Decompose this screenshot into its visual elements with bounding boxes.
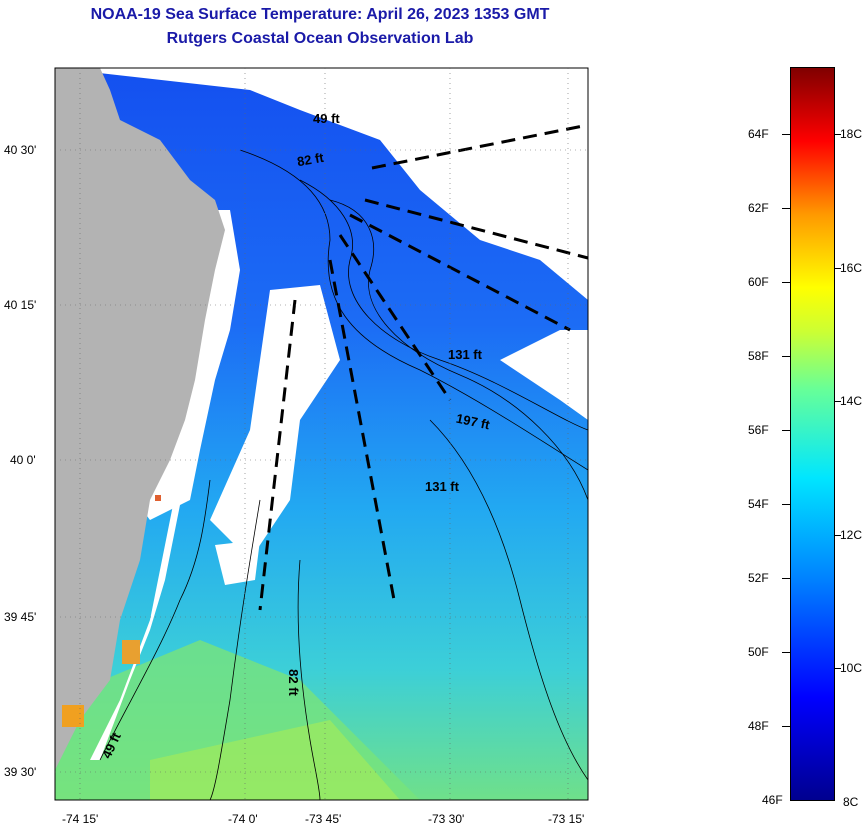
colorbar-f-label: 46F	[762, 793, 783, 807]
lon-label: -74 15'	[62, 812, 99, 826]
colorbar-c-label: 10C	[840, 661, 863, 675]
lat-label: 40 0'	[10, 453, 36, 467]
warm-water-patch-2	[150, 720, 400, 800]
colorbar-c-label: 14C	[840, 394, 863, 408]
colorbar-c-label: 8C	[843, 795, 859, 809]
long-island-shore	[260, 68, 588, 115]
depth-label: 82 ft	[285, 669, 301, 696]
warm-pixel-cluster-2	[122, 640, 140, 664]
lon-label: -73 45'	[305, 812, 342, 826]
lon-label: -74 0'	[228, 812, 258, 826]
warm-pixel	[155, 495, 161, 501]
depth-label: 131 ft	[448, 347, 482, 362]
colorbar-f-label: 62F	[748, 201, 769, 215]
temperature-colorbar	[790, 67, 835, 801]
colorbar-f-label: 48F	[748, 719, 769, 733]
lon-label: -73 15'	[548, 812, 585, 826]
lat-label: 40 15'	[4, 298, 37, 312]
cloud-patch-mid	[215, 540, 260, 585]
colorbar-f-label: 50F	[748, 645, 769, 659]
colorbar-c-label: 18C	[840, 127, 863, 141]
colorbar-f-label: 56F	[748, 423, 769, 437]
lon-label: -73 30'	[428, 812, 465, 826]
map-title: NOAA-19 Sea Surface Temperature: April 2…	[90, 6, 550, 23]
colorbar-f-label: 54F	[748, 497, 769, 511]
lat-label: 39 45'	[4, 610, 37, 624]
depth-contours	[99, 149, 588, 800]
colorbar-c-label: 12C	[840, 528, 863, 542]
lat-label: 40 30'	[4, 143, 37, 157]
frame-ticks	[55, 67, 588, 801]
colorbar-f-label: 64F	[748, 127, 769, 141]
colorbar-f-label: 52F	[748, 571, 769, 585]
cloud-patch-east	[500, 330, 588, 420]
lat-label: 39 30'	[4, 765, 37, 779]
depth-label: 131 ft	[425, 479, 459, 494]
colorbar-f-label: 60F	[748, 275, 769, 289]
colorbar-f-label: 58F	[748, 349, 769, 363]
barrier-island	[90, 470, 185, 760]
transect-lines	[258, 123, 589, 611]
map-subtitle: Rutgers Coastal Ocean Observation Lab	[166, 30, 474, 47]
warm-pixel-cluster	[62, 705, 84, 727]
depth-label: 49 ft	[313, 111, 340, 126]
land-new-jersey	[55, 68, 225, 770]
cloud-mask-north	[55, 68, 588, 300]
graticule	[55, 68, 588, 800]
cloud-mask-center	[210, 285, 340, 560]
colorbar-c-label: 16C	[840, 261, 863, 275]
